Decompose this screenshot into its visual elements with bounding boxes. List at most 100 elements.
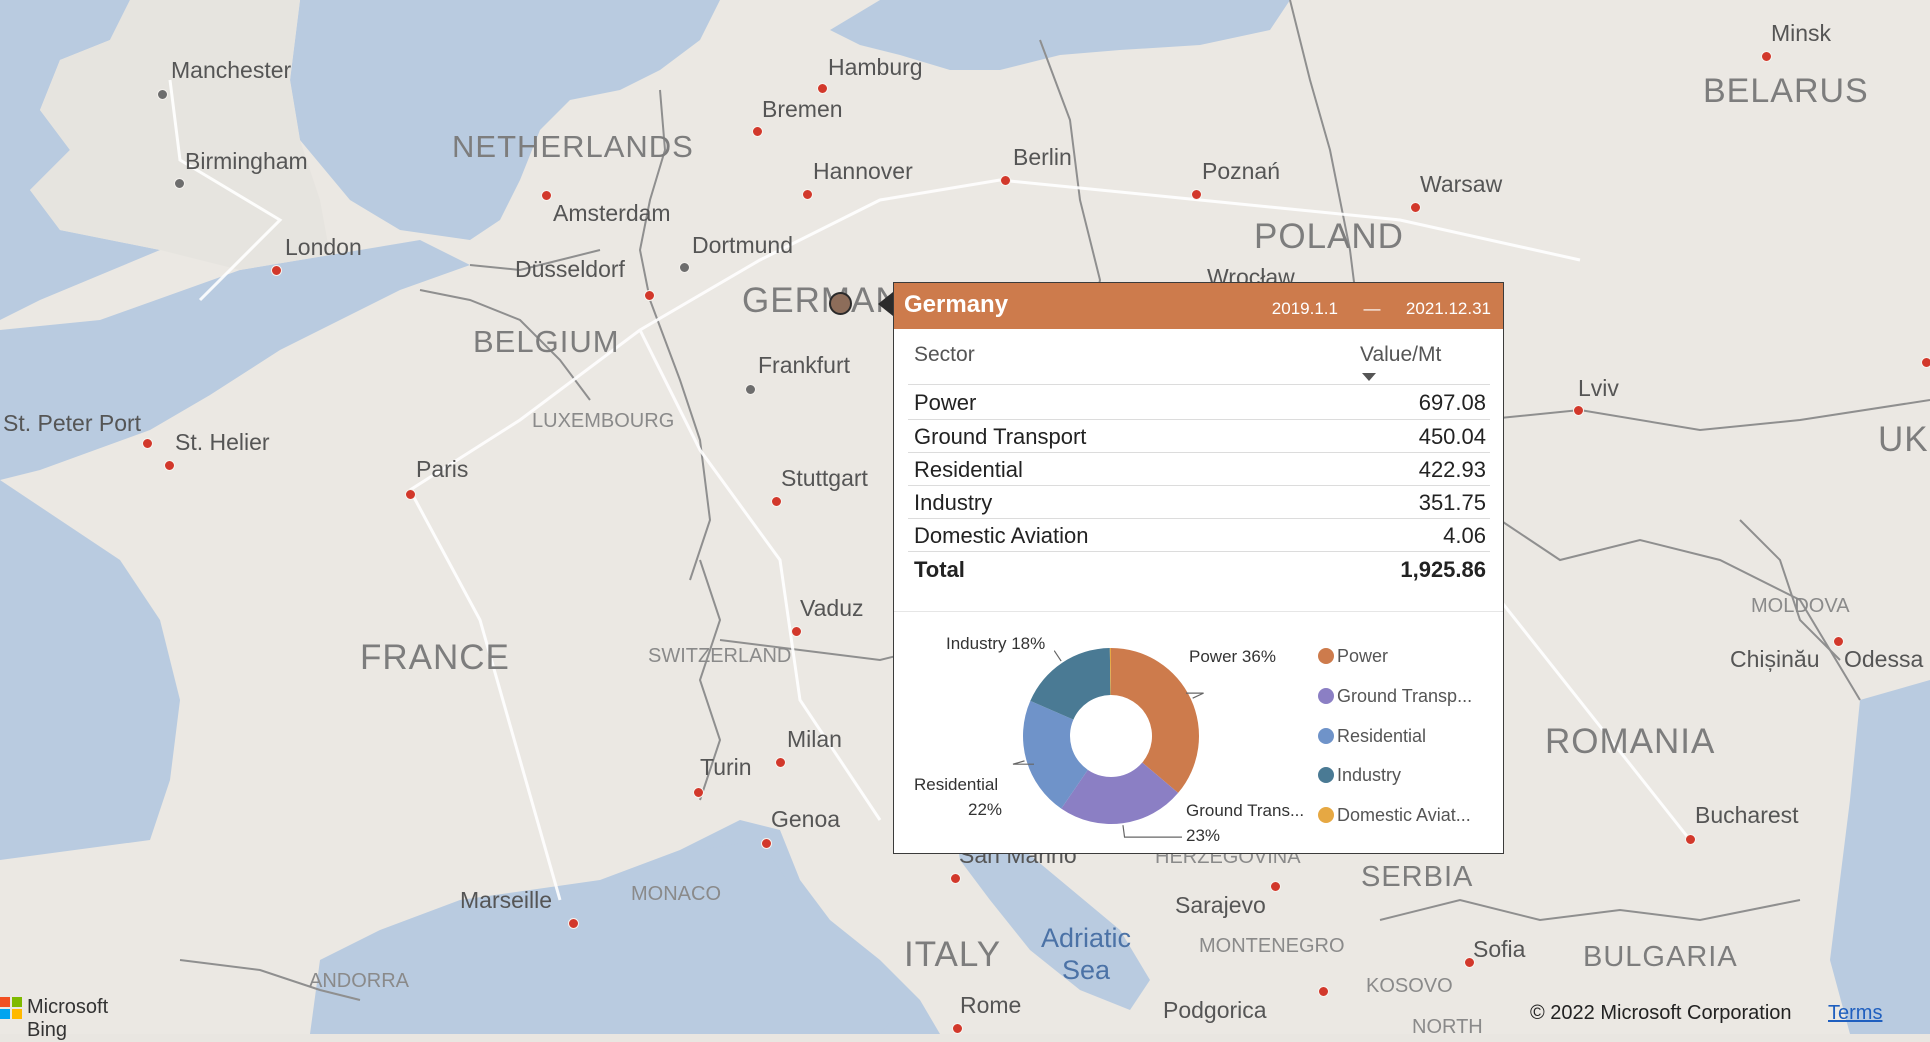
city-dot [1000,175,1011,186]
city-label: Chișinău [1730,646,1820,672]
city-label: Sarajevo [1175,892,1266,918]
sort-descending-icon[interactable] [1362,373,1376,381]
date-end: 2021.12.31 [1405,299,1491,318]
legend-item-ground-transport[interactable]: Ground Transp... [1318,686,1472,707]
bing-logo-text: Microsoft Bing [27,996,109,1041]
city-dot [1573,405,1584,416]
border-fr-ch [698,559,722,801]
border-de-fr [649,299,712,581]
donut-slice-ground-transport[interactable] [1061,762,1179,824]
city-label: Turin [700,754,752,780]
row-value: 422.93 [1418,457,1486,482]
city-label: Bucharest [1695,802,1799,828]
legend-item-industry[interactable]: Industry [1318,765,1401,786]
city-label: Paris [416,456,469,482]
city-label: Birmingham [185,148,308,174]
city-label: Milan [787,726,842,752]
country-label: FRANCE [360,638,510,677]
slice-label-power: Power 36% [1189,647,1276,666]
slice-label-ground-transport: Ground Trans... [1186,801,1304,820]
city-label: Genoa [771,806,841,832]
city-label: Bremen [762,96,843,122]
border-be-nl [469,249,601,272]
city-dot [1191,189,1202,200]
border-ro-bg [1379,898,1801,922]
total-value: 1,925.86 [1400,557,1486,582]
city-dot [271,265,282,276]
tooltip-title: Germany [904,291,1009,318]
city-dot [752,126,763,137]
city-label: Podgorica [1163,997,1267,1023]
city-dot [745,384,756,395]
country-label: NETHERLANDS [452,129,694,164]
country-label: ITALY [904,935,1002,974]
tooltip-pointer [878,292,893,316]
city-dot [761,838,772,849]
city-label: Dortmund [692,232,793,258]
atlantic-ocean [0,0,160,320]
column-header-value[interactable]: Value/Mt [1360,343,1442,366]
micro-country-label: NORTH [1412,1016,1483,1038]
germany-marker[interactable] [829,292,852,315]
border-fr-be [419,289,591,401]
terms-link[interactable]: Terms [1828,1002,1883,1024]
legend-label: Power [1337,646,1389,666]
donut-slice-power[interactable] [1111,648,1199,793]
date-start: 2019.1.1 [1271,299,1338,318]
legend-swatch [1318,648,1334,664]
legend-swatch [1318,688,1334,704]
road-a3 [638,329,882,821]
leader-line-ground-transport [1122,825,1182,838]
legend-swatch [1318,728,1334,744]
micro-country-label: MONACO [631,883,721,905]
city-dot [1318,986,1329,997]
country-label: SERBIA [1361,861,1474,893]
donut-chart: Power 36% Ground Trans... 23% Residentia… [914,634,1304,845]
great-britain [30,0,330,270]
legend-item-power[interactable]: Power [1318,646,1388,667]
leader-line-power [1186,692,1204,699]
micro-country-label: MOLDOVA [1751,595,1850,617]
city-dot [1921,357,1930,368]
city-dot [157,89,168,100]
legend-swatch [1318,767,1334,783]
city-dot [1833,636,1844,647]
column-header-sector[interactable]: Sector [914,343,975,366]
micro-country-label: SWITZERLAND [648,645,792,667]
row-sector: Industry [914,490,993,515]
donut-slice-industry[interactable] [1030,648,1111,720]
city-dot [164,460,175,471]
tooltip-header: Germany 2019.1.1 — 2021.12.31 [894,283,1503,329]
city-label: Odessa [1844,646,1924,672]
city-label: Manchester [171,57,292,83]
leader-line-residential [1012,760,1034,765]
border-es-fr [179,959,361,1001]
donut-slice-residential[interactable] [1023,700,1088,809]
city-label: Marseille [460,887,553,913]
city-dot [541,190,552,201]
legend-item-domestic-aviation[interactable]: Domestic Aviat... [1318,805,1471,826]
donut-slice-domestic-aviation[interactable] [1109,648,1111,696]
city-dot [952,1023,963,1034]
city-label: Hamburg [828,54,923,80]
section-divider [894,611,1503,612]
city-label: Amsterdam [553,200,671,226]
legend-swatch [1318,807,1334,823]
leader-line-industry [1054,650,1062,662]
city-dot [693,787,704,798]
row-sector: Domestic Aviation [914,523,1089,548]
city-label: Warsaw [1420,171,1503,197]
tyrrhenian-sea [700,840,900,1034]
table-divider [908,419,1490,420]
city-label: Frankfurt [758,352,851,378]
micro-country-label: ANDORRA [309,970,410,992]
city-label: Rome [960,992,1022,1018]
micro-country-label: KOSOVO [1366,975,1453,997]
table-divider [908,384,1490,385]
row-value: 450.04 [1418,424,1486,449]
table-divider [908,452,1490,453]
black-sea [1830,680,1930,1034]
city-dot [644,290,655,301]
legend-item-residential[interactable]: Residential [1318,726,1426,747]
